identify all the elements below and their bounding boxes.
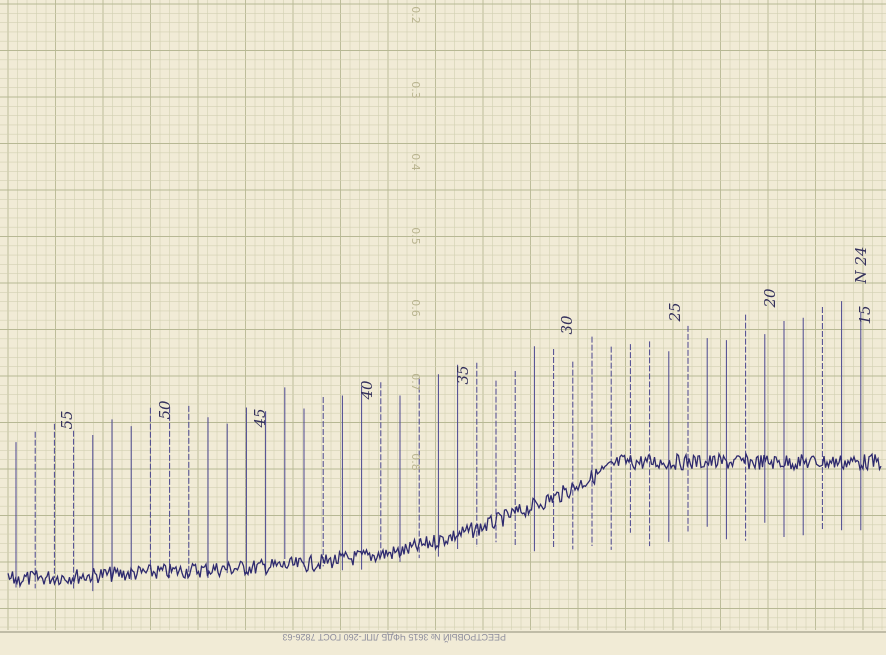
handwritten-label: 50 — [156, 400, 174, 420]
footer-text: РЕЕСТРОВЫЙ № 3615 ЧФДБ ЛПГ-260 ГОСТ 7826… — [282, 632, 506, 643]
handwritten-label: 35 — [454, 365, 472, 384]
scale-label: 0.4 — [409, 153, 422, 171]
scale-label: 0.2 — [409, 6, 422, 24]
handwritten-label: 40 — [358, 380, 376, 401]
marker-spikes — [15, 301, 862, 592]
scale-label: 0.3 — [409, 81, 422, 99]
labels: 0.2 0.3 0.4 0.5 0.6 0.7 0.8 55 50 45 40 35 30 25 20 15 N… — [58, 6, 874, 643]
scale-label: 0.7 — [409, 373, 422, 391]
scale-label: 0.8 — [409, 453, 422, 471]
handwritten-label: 25 — [666, 302, 684, 322]
handwritten-label: 15 — [856, 305, 874, 324]
scale-label: 0.6 — [409, 299, 422, 317]
handwritten-label: 55 — [58, 410, 76, 429]
handwritten-label: 45 — [251, 408, 269, 428]
trace — [7, 451, 882, 589]
handwritten-label: 30 — [558, 315, 576, 335]
handwritten-label: N 24 — [852, 247, 870, 285]
handwritten-label: 20 — [761, 288, 779, 309]
scale-label: 0.5 — [409, 227, 422, 245]
grid — [0, 0, 886, 633]
